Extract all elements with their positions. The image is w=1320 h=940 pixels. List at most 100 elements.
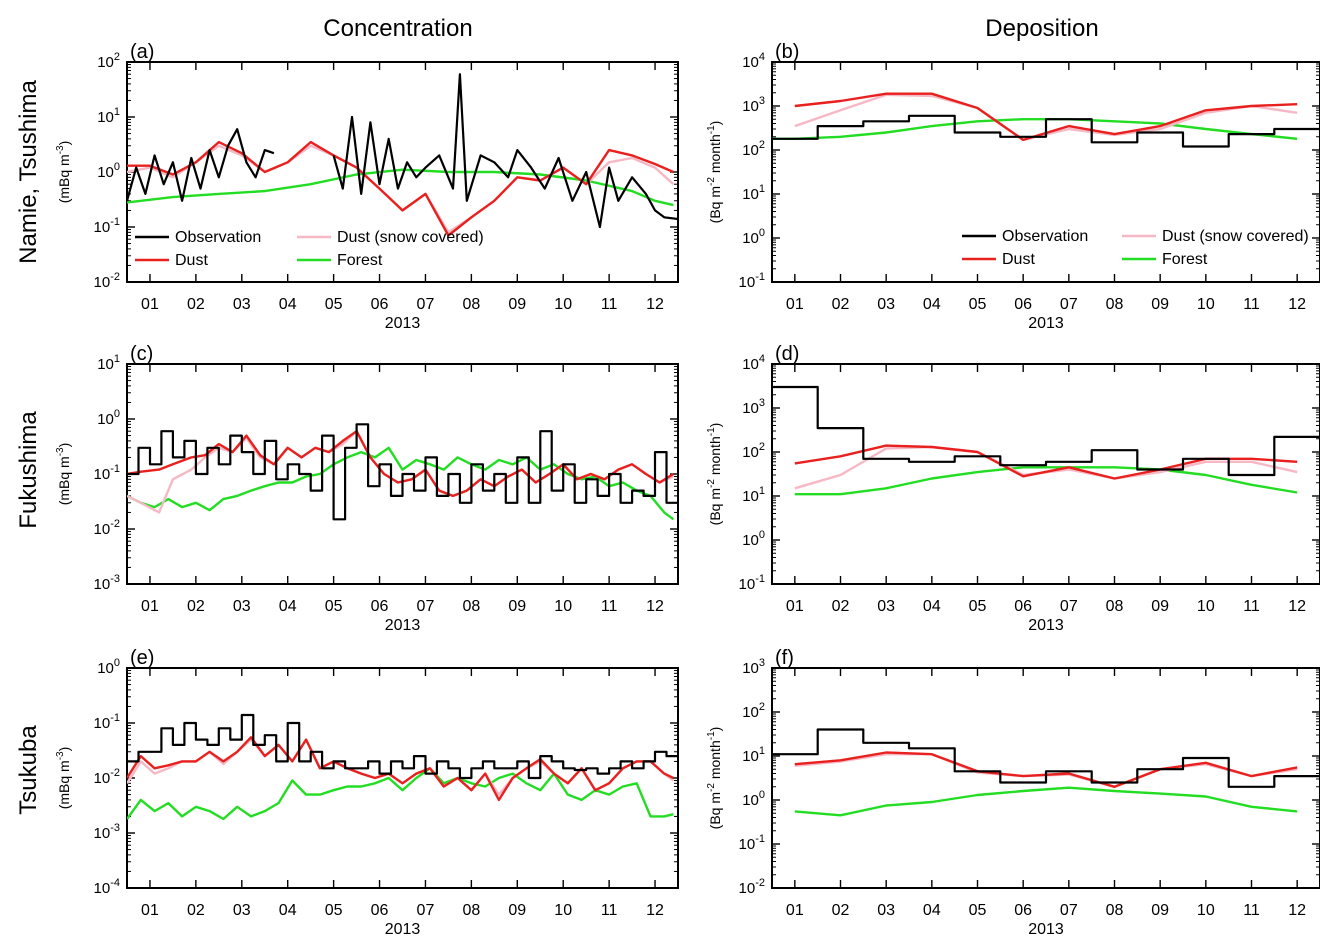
x-axis-label: 2013: [385, 921, 421, 938]
series-line-observation: [772, 114, 1320, 148]
y-tick-label: 102: [742, 701, 765, 721]
y-tick-label: 100: [97, 657, 120, 677]
plot-area-b: [772, 92, 1320, 148]
y-tick-label: 10-2: [94, 518, 120, 538]
x-tick-label: 05: [325, 598, 343, 615]
y-tick-label: 10-1: [739, 573, 765, 593]
axes-frame-b: [771, 61, 1320, 283]
x-tick-label: 03: [233, 598, 251, 615]
x-tick-label: 08: [1106, 902, 1124, 919]
x-tick-label: 12: [646, 902, 664, 919]
x-tick-label: 04: [279, 598, 297, 615]
x-tick-label: 06: [371, 296, 389, 313]
y-tick-label: 10-3: [94, 822, 120, 842]
x-tick-label: 11: [601, 902, 618, 919]
x-tick-label: 02: [187, 598, 205, 615]
x-tick-label: 12: [1288, 598, 1306, 615]
x-tick-label: 03: [877, 296, 895, 313]
x-tick-label: 05: [325, 296, 343, 313]
panel-label: (a): [130, 41, 154, 63]
y-tick-label: 10-1: [739, 833, 765, 853]
series-line-forest: [794, 786, 1298, 817]
y-tick-label: 101: [97, 106, 120, 126]
x-tick-label: 01: [141, 902, 159, 919]
x-tick-label: 04: [923, 902, 941, 919]
x-tick-label: 05: [969, 296, 987, 313]
x-tick-label: 01: [786, 598, 804, 615]
x-tick-label: 12: [646, 296, 664, 313]
x-tick-label: 06: [371, 902, 389, 919]
plot-area-f: [772, 728, 1320, 817]
panel-label: (d): [775, 343, 799, 365]
x-tick-label: 01: [141, 296, 159, 313]
y-tick-label: 101: [742, 485, 765, 505]
x-tick-label: 05: [969, 598, 987, 615]
x-tick-label: 07: [417, 902, 435, 919]
x-tick-label: 02: [832, 598, 850, 615]
x-tick-label: 04: [923, 598, 941, 615]
series-line-dust: [127, 140, 674, 237]
y-tick-label: 10-2: [94, 767, 120, 787]
y-axis-label: (mBq m-3): [55, 443, 72, 506]
x-tick-label: 04: [279, 902, 297, 919]
x-tick-label: 09: [508, 902, 526, 919]
x-tick-label: 07: [417, 296, 435, 313]
y-tick-label: 10-2: [94, 271, 120, 291]
x-tick-label: 06: [1014, 296, 1032, 313]
x-tick-label: 12: [1288, 296, 1306, 313]
y-tick-label: 102: [742, 139, 765, 159]
y-tick-label: 103: [742, 397, 765, 417]
panel-e: 10-4 10-3 10-2 10-1 100 01 02 03 04 05 06 07 08 09 10 1…: [55, 647, 679, 938]
y-axis-label: (Bq m-2 month-1): [706, 121, 723, 224]
series-line-observation: [127, 713, 678, 780]
x-tick-label: 09: [1151, 296, 1169, 313]
series-line-forest: [772, 118, 1298, 140]
x-tick-label: 02: [832, 902, 850, 919]
x-tick-label: 06: [1014, 598, 1032, 615]
series-line-forest: [127, 446, 675, 521]
legend-label: Dust (snow covered): [337, 229, 484, 246]
y-tick-label: 100: [742, 227, 765, 247]
plot-area-a: [127, 73, 678, 237]
x-tick-label: 08: [462, 598, 480, 615]
y-tick-label: 10-2: [739, 877, 765, 897]
y-tick-label: 101: [97, 353, 120, 373]
legend-a: Observation Dust Dust (snow covered) Forest: [135, 229, 484, 269]
y-tick-label: 100: [742, 529, 765, 549]
plot-area-d: [772, 385, 1320, 496]
x-tick-label: 02: [187, 902, 205, 919]
x-tick-label: 10: [1197, 296, 1215, 313]
series-line-forest: [127, 767, 674, 821]
x-tick-label: 10: [554, 902, 572, 919]
axes-frame-f: [771, 667, 1320, 889]
x-tick-label: 09: [508, 296, 526, 313]
y-tick-label: 10-1: [94, 216, 120, 236]
x-tick-label: 04: [923, 296, 941, 313]
x-tick-label: 11: [1243, 296, 1260, 313]
x-tick-label: 01: [141, 598, 159, 615]
x-tick-label: 08: [462, 902, 480, 919]
panel-a: 10-2 10-1 100 101 102 01 02 03 04 05 06 07 08 09 10 11 1…: [55, 41, 679, 332]
y-tick-label: 103: [742, 657, 765, 677]
panel-label: (c): [130, 343, 153, 365]
panel-f: 10-2 10-1 100 101 102 103 01 02 03 04 05 06 07 08 09 10…: [706, 647, 1320, 938]
x-tick-label: 07: [417, 598, 435, 615]
x-tick-label: 01: [786, 296, 804, 313]
panel-c: 10-3 10-2 10-1 100 101 01 02 03 04 05 06 07 08 09 10 11…: [55, 343, 679, 634]
x-tick-label: 07: [1060, 598, 1078, 615]
x-tick-label: 03: [233, 902, 251, 919]
legend-b: Observation Dust Dust (snow covered) Forest: [962, 228, 1309, 268]
x-tick-label: 02: [832, 296, 850, 313]
legend-label: Dust: [175, 252, 208, 269]
y-tick-label: 10-3: [94, 573, 120, 593]
y-tick-label: 100: [97, 408, 120, 428]
y-tick-label: 100: [97, 161, 120, 181]
series-line-dust: [127, 430, 675, 498]
legend-label: Observation: [175, 229, 261, 246]
y-tick-label: 101: [742, 183, 765, 203]
x-axis-label: 2013: [1028, 617, 1064, 634]
y-tick-label: 102: [97, 51, 120, 71]
x-tick-label: 09: [508, 598, 526, 615]
